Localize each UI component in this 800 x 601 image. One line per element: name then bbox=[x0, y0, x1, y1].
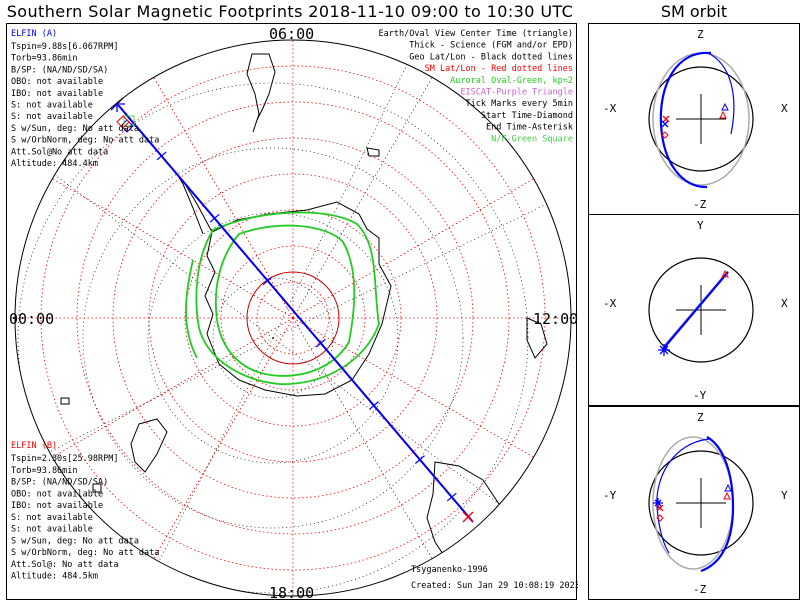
orbit-panel-xy: Y -Y -X X bbox=[588, 214, 800, 406]
legend-entry: SM Lat/Lon - Red dotted lines bbox=[425, 64, 573, 74]
elfin-a-track bbox=[118, 105, 474, 523]
legend-entry: Start Time-Diamond bbox=[481, 111, 573, 121]
elfin-a-info-line: S w/OrbNorm, deg: No att data bbox=[11, 136, 159, 146]
axis-label-top: Z bbox=[697, 28, 704, 41]
elfin-a-info-line: S w/Sun, deg: No att data bbox=[11, 124, 139, 134]
axis-label-bottom: -Z bbox=[693, 583, 707, 596]
legend-entry: Earth/Oval View Center Time (triangle) bbox=[379, 29, 573, 39]
map-boundary bbox=[14, 39, 572, 597]
legend-entry: EISCAT-Purple Triangle bbox=[460, 88, 573, 98]
legend-entry: Tick Marks every 5min bbox=[466, 99, 573, 109]
elfin-b-info-line: Altitude: 484.5km bbox=[11, 572, 98, 582]
axis-label-left: -X bbox=[603, 102, 617, 115]
elfin-a-info-line: Tspin=9.88s[6.067RPM] bbox=[11, 42, 118, 52]
track-tick bbox=[414, 455, 425, 464]
footprint-map: 06:00 00:00 12:00 18:00 Earth/Oval View … bbox=[9, 25, 578, 601]
axis-label-bottom: -Z bbox=[693, 198, 707, 211]
track-tick bbox=[262, 276, 273, 286]
axis-label-left: -Y bbox=[603, 489, 617, 502]
axis-label-right: X bbox=[781, 297, 788, 310]
legend-entry: Thick - Science (FGM and/or EPD) bbox=[409, 41, 573, 51]
sm-orbit-title: SM orbit bbox=[660, 2, 728, 21]
orbit-panel-yz: Z -Z -Y Y bbox=[588, 406, 800, 600]
mlt-label-top: 06:00 bbox=[269, 25, 314, 43]
track-tick bbox=[446, 492, 457, 502]
mlt-label-right: 12:00 bbox=[533, 310, 578, 328]
track-tick bbox=[368, 401, 379, 410]
axis-label-left: -X bbox=[603, 297, 617, 310]
elfin-a-header: ELFIN (A) bbox=[11, 29, 57, 39]
elfin-a-info: ELFIN (A) Tspin=9.88s[6.067RPM] Torb=93.86… bbox=[11, 29, 159, 169]
elfin-b-start-diamond bbox=[116, 115, 130, 129]
axis-label-right: Y bbox=[781, 489, 788, 502]
elfin-b-info-line: Torb=93.86min bbox=[11, 466, 78, 476]
legend-entry: N/F-Green Square bbox=[491, 134, 573, 144]
elfin-a-info-line: IBO: not available bbox=[11, 89, 103, 99]
elfin-b-info-line: Att.Sol@: No att data bbox=[11, 560, 118, 570]
elfin-a-info-line: Att.Sol@No att data bbox=[11, 147, 108, 157]
elfin-b-info-line: S w/Sun, deg: No att data bbox=[11, 536, 139, 546]
elfin-b-info-line: Tspin=2.30s[25.98RPM] bbox=[11, 454, 118, 464]
orbit-plot-yz: Z -Z -Y Y bbox=[603, 411, 788, 596]
elfin-b-header: ELFIN (B) bbox=[11, 441, 57, 451]
elfin-a-info-line: Torb=93.86min bbox=[11, 54, 78, 64]
created-timestamp: Created: Sun Jan 29 10:08:19 2023 bbox=[411, 581, 578, 591]
elfin-a-info-line: S: not available bbox=[11, 112, 93, 122]
elfin-a-info-line: OBO: not available bbox=[11, 77, 103, 87]
elfin-b-info-line: S w/OrbNorm, deg: No att data bbox=[11, 548, 159, 558]
axis-label-bottom: -Y bbox=[693, 389, 707, 402]
orbit-panel-xz: Z -Z -X X bbox=[588, 23, 800, 215]
geo-grid bbox=[15, 43, 568, 596]
elfin-a-tick-marks bbox=[156, 151, 457, 502]
mlt-label-bottom: 18:00 bbox=[269, 584, 314, 601]
elfin-b-info-line: OBO: not available bbox=[11, 489, 103, 499]
elfin-b-info-line: S: not available bbox=[11, 525, 93, 535]
elfin-a-info-line: S: not available bbox=[11, 101, 93, 111]
legend-entry: End Time-Asterisk bbox=[486, 123, 573, 133]
orbit-plot-xz: Z -Z -X X bbox=[603, 28, 788, 211]
orbit-plot-xy: Y -Y -X X bbox=[603, 219, 788, 402]
elfin-b-info: ELFIN (B) Tspin=2.30s[25.98RPM] Torb=93.86… bbox=[11, 441, 159, 582]
elfin-a-start-diamond bbox=[120, 115, 135, 133]
axis-label-top: Y bbox=[697, 219, 704, 232]
auroral-oval bbox=[185, 211, 380, 385]
sm-longitude-lines bbox=[15, 40, 571, 596]
map-legend: Earth/Oval View Center Time (triangle) Th… bbox=[379, 29, 573, 144]
elfin-b-end-asterisk bbox=[462, 511, 474, 523]
mlt-label-left: 00:00 bbox=[9, 310, 54, 328]
legend-entry: Geo Lat/Lon - Black dotted lines bbox=[409, 52, 573, 62]
elfin-a-info-line: Altitude: 484.4km bbox=[11, 159, 98, 169]
track-tick bbox=[209, 213, 220, 223]
model-credit: Tsyganenko-1996 bbox=[411, 565, 488, 575]
page-title: Southern Solar Magnetic Footprints 2018-… bbox=[6, 2, 574, 21]
elfin-b-info-line: IBO: not available bbox=[11, 501, 103, 511]
track-tick bbox=[156, 151, 167, 161]
footprint-map-panel: 06:00 00:00 12:00 18:00 Earth/Oval View … bbox=[6, 23, 578, 601]
track-tick bbox=[315, 338, 326, 348]
axis-label-right: X bbox=[781, 102, 788, 115]
legend-entry: Auroral Oval-Green, kp=2 bbox=[450, 76, 573, 86]
elfin-b-info-line: B/SP: (NA/ND/SD/SA) bbox=[11, 478, 108, 488]
elfin-a-info-line: B/SP: (NA/ND/SD/SA) bbox=[11, 65, 108, 75]
elfin-b-info-line: S: not available bbox=[11, 513, 93, 523]
sm-pole-circle bbox=[246, 271, 340, 365]
axis-label-top: Z bbox=[697, 411, 704, 424]
